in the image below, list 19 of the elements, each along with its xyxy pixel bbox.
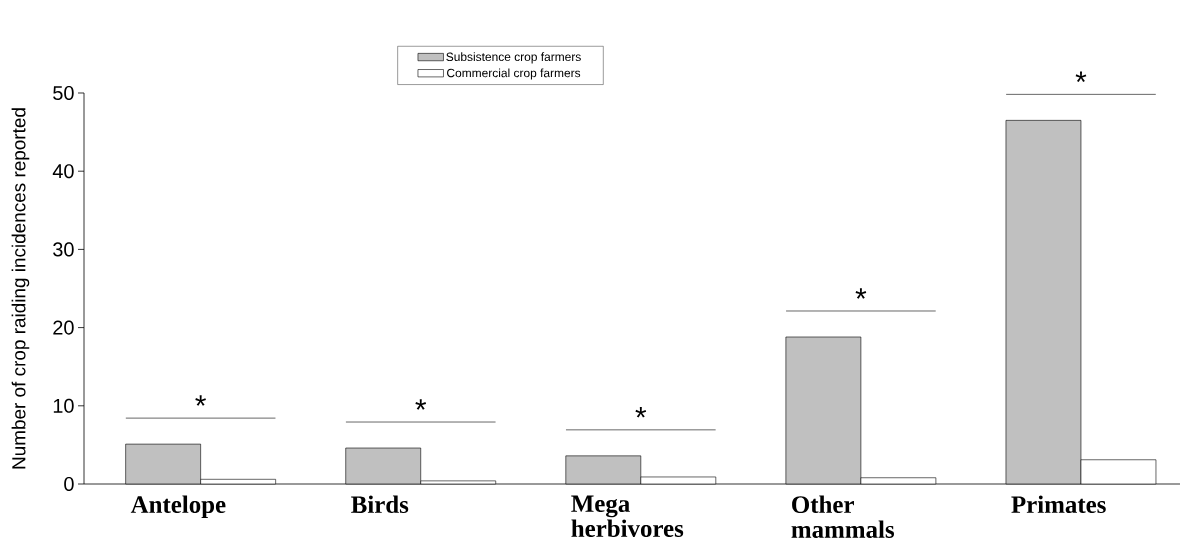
legend-label: Subsistence crop farmers — [446, 52, 581, 64]
y-tick-label: 20 — [53, 320, 74, 335]
annotation: * — [635, 407, 647, 418]
y-tick-label: 50 — [53, 85, 74, 101]
y-axis-title: Number of crop raiding incidences reported — [11, 108, 30, 469]
x-tick-label: Other mammals — [791, 495, 895, 538]
y-tick-label: 10 — [53, 398, 74, 413]
y-tick-label: 0 — [64, 476, 74, 492]
legend-label: Commercial crop farmers — [447, 68, 581, 80]
text: * — [1075, 71, 1087, 83]
annotation: * — [415, 399, 427, 410]
x-tick-label: Birds — [351, 495, 409, 514]
annotation: * — [195, 395, 206, 406]
annotation: * — [855, 288, 867, 299]
y-tick-label: 30 — [53, 242, 74, 257]
x-tick-label: Primates — [1011, 495, 1106, 514]
x-tick-label: Antelope — [130, 495, 226, 519]
x-tick-label: Mega herbivores — [571, 495, 684, 537]
y-tick-label: 40 — [52, 164, 74, 179]
